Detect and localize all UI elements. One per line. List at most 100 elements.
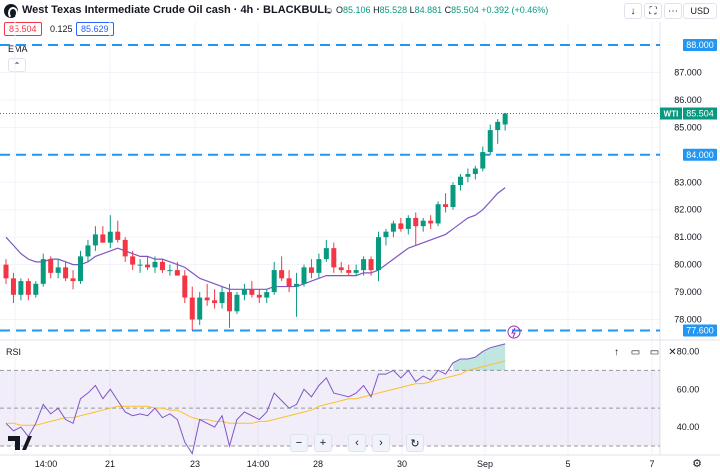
candle-body: [145, 264, 151, 268]
scroll-right-button[interactable]: ›: [372, 434, 390, 452]
maximize-pane-icon[interactable]: ▭: [630, 347, 641, 358]
rsi-line: [5, 343, 506, 455]
candle-body: [212, 300, 218, 304]
candle-body: [249, 289, 255, 295]
scroll-left-button[interactable]: ‹: [348, 434, 366, 452]
symbol-tag-label: WTI: [664, 110, 679, 119]
price-tick-label: 87.000: [674, 67, 702, 77]
candle-body: [294, 283, 300, 287]
candle-body: [376, 237, 381, 271]
ohlc-readout: O85.106 H85.528 L84.881 C85.504 +0.392 (…: [336, 5, 548, 15]
level-price-label: 88.000: [686, 40, 714, 50]
ema-indicator-label[interactable]: EMA: [8, 44, 28, 54]
candle-body: [338, 267, 344, 271]
candle-body: [368, 259, 374, 271]
level-price-label: 84.000: [686, 150, 714, 160]
candle-body: [264, 292, 270, 298]
candle-body: [55, 267, 61, 273]
time-tick-label: Sep: [477, 459, 493, 469]
rsi-indicator-label[interactable]: RSI: [6, 347, 22, 357]
candle-body: [167, 270, 173, 272]
candle-body: [152, 261, 158, 268]
maximize-icon[interactable]: ⛶: [644, 3, 662, 19]
more-icon[interactable]: ⋯: [664, 3, 682, 19]
symbol-title[interactable]: West Texas Intermediate Crude Oil cash ·…: [22, 4, 331, 16]
zoom-in-button[interactable]: +: [314, 434, 332, 452]
candle-body: [234, 294, 240, 312]
candle-body: [271, 270, 277, 293]
close-label: C: [444, 5, 452, 15]
candle-body: [78, 256, 83, 282]
candle-body: [92, 234, 98, 246]
candle-body: [197, 297, 203, 320]
candle-body: [465, 174, 471, 177]
candle-body: [420, 220, 426, 227]
candle-body: [398, 223, 404, 229]
candle-body: [480, 152, 486, 169]
rsi-overbought-fill: [453, 343, 506, 371]
candle-body: [323, 248, 329, 260]
candle-body: [33, 283, 39, 295]
rsi-tick-label: 80.00: [677, 346, 700, 356]
candle-body: [495, 121, 501, 131]
ema-line: [5, 187, 506, 290]
last-price-label: 85.504: [686, 109, 714, 119]
candle-body: [70, 278, 76, 282]
spread-value: 0.125: [50, 24, 73, 34]
price-tick-label: 83.000: [674, 177, 702, 187]
rsi-tick-label: 40.00: [677, 422, 700, 432]
price-tick-label: 80.000: [674, 260, 702, 270]
maximize-pane-alt-icon[interactable]: ▭: [649, 347, 660, 358]
close-pane-icon[interactable]: ✕: [668, 347, 677, 358]
sell-price-button[interactable]: 85.504: [4, 22, 42, 36]
high-value: 85.528: [379, 5, 408, 15]
time-tick-label: 14:00: [247, 459, 270, 469]
candle-body: [457, 176, 463, 185]
level-price-tag: [683, 148, 717, 161]
arrow-down-icon[interactable]: ↓: [624, 3, 642, 19]
move-up-icon[interactable]: ↑: [614, 347, 619, 358]
reset-chart-button[interactable]: ↻: [406, 434, 424, 452]
candle-body: [301, 267, 307, 284]
chart-header: West Texas Intermediate Crude Oil cash ·…: [0, 0, 720, 22]
price-tick-label: 85.000: [674, 122, 702, 132]
candle-body: [390, 223, 396, 232]
candle-body: [502, 113, 508, 125]
close-value: 85.504: [451, 5, 479, 15]
candle-body: [100, 234, 106, 243]
candle-body: [383, 231, 389, 238]
zoom-out-button[interactable]: −: [290, 434, 308, 452]
candle-body: [346, 270, 352, 273]
candle-body: [316, 259, 322, 273]
collapse-indicators-icon[interactable]: ⌃: [8, 58, 26, 72]
candle-body: [10, 278, 16, 295]
candle-body: [472, 168, 478, 175]
last-price-tag: [683, 107, 717, 120]
candle-body: [279, 270, 285, 279]
market-status-icon: [326, 8, 332, 14]
price-tick-label: 86.000: [674, 95, 702, 105]
candle-body: [159, 261, 165, 271]
symbol-tag-box: [660, 107, 682, 120]
low-label: L: [409, 5, 415, 15]
candle-body: [331, 248, 337, 268]
candle-body: [107, 231, 113, 243]
settings-gear-icon[interactable]: ⚙: [692, 457, 702, 470]
candle-body: [3, 264, 9, 279]
candle-body: [361, 259, 367, 271]
candle-body: [286, 278, 292, 287]
candle-body: [256, 294, 262, 298]
currency-selector[interactable]: USD: [683, 3, 717, 19]
price-tick-label: 79.000: [674, 287, 702, 297]
buy-price-button[interactable]: 85.629: [76, 22, 114, 36]
level-price-tag: [683, 38, 717, 51]
time-tick-label: 14:00: [35, 459, 58, 469]
candle-body: [137, 264, 143, 266]
level-price-label: 77.600: [686, 326, 714, 336]
price-tick-label: 81.000: [674, 232, 702, 242]
level-price-tag: [683, 324, 717, 337]
rsi-ma-line: [6, 360, 506, 426]
flash-event-icon[interactable]: [507, 325, 521, 339]
open-label: O: [336, 5, 344, 15]
